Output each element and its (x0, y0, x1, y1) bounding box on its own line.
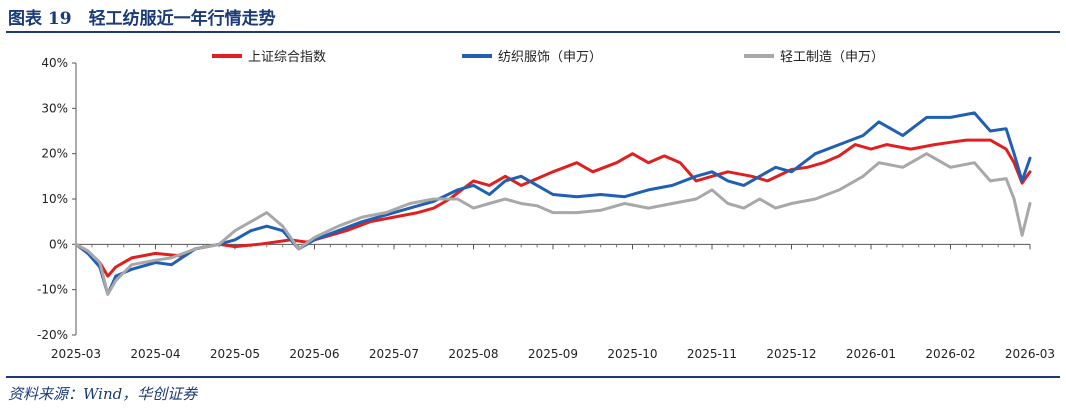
x-tick-label: 2025-09 (528, 347, 578, 361)
x-tick-label: 2025-03 (51, 347, 101, 361)
x-tick-label: 2025-10 (607, 347, 657, 361)
x-tick-label: 2025-07 (369, 347, 419, 361)
legend-label-3: 轻工制造（申万） (780, 50, 884, 65)
chart-series (74, 111, 1032, 296)
series-line-1 (74, 138, 1032, 278)
y-tick-label: 0% (49, 237, 68, 251)
x-tick-label: 2025-05 (210, 347, 260, 361)
y-tick-label: 10% (41, 192, 68, 206)
x-tick-label: 2025-08 (448, 347, 498, 361)
y-tick-label: -10% (37, 283, 68, 297)
figure-title: 图表 19 轻工纺服近一年行情走势 (8, 9, 276, 29)
title-rule (6, 31, 1060, 33)
source-rule (6, 376, 1060, 378)
x-tick-label: 2025-04 (130, 347, 180, 361)
x-tick-label: 2025-06 (289, 347, 339, 361)
source-note: 资料来源：Wind，华创证券 (8, 385, 198, 403)
y-tick-label: 40% (41, 56, 68, 70)
legend-label-1: 上证综合指数 (248, 50, 326, 65)
chart-axes: -20% -10% 0% 10% 20% 30% 40% 2025-03 2025-04 2025… (37, 56, 1055, 361)
legend-label-2: 纺织服饰（申万） (498, 50, 602, 65)
line-chart: 上证综合指数 纺织服饰（申万） 轻工制造（申万） -20% -10% 0% 10% 20% 3… (37, 50, 1055, 361)
series-line-2 (74, 111, 1032, 296)
x-tick-label: 2025-11 (687, 347, 737, 361)
x-tick-label: 2026-02 (925, 347, 975, 361)
y-tick-label: 30% (41, 101, 68, 115)
x-tick-label: 2025-12 (766, 347, 816, 361)
x-tick-label: 2026-01 (846, 347, 896, 361)
chart-legend: 上证综合指数 纺织服饰（申万） 轻工制造（申万） (212, 50, 884, 65)
y-tick-label: -20% (37, 328, 68, 342)
series-line-3 (74, 152, 1032, 296)
x-tick-label: 2026-03 (1005, 347, 1055, 361)
y-tick-label: 20% (41, 147, 68, 161)
